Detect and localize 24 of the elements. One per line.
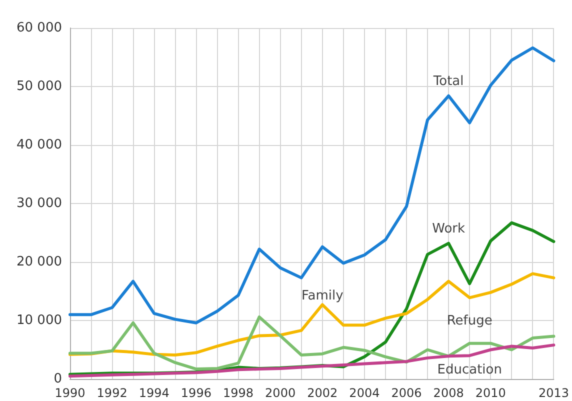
series-label: Work (432, 221, 466, 236)
y-tick-label: 50 000 (16, 79, 62, 94)
x-tick-label: 1992 (96, 386, 128, 400)
y-tick-label: 60 000 (16, 20, 62, 36)
x-tick-label: 2004 (349, 386, 380, 400)
series-label: Total (432, 74, 464, 89)
y-tick-label: 20 000 (16, 254, 62, 270)
x-tick-label: 1994 (138, 386, 170, 400)
x-tick-label: 2013 (538, 386, 570, 400)
x-tick-label: 1996 (180, 386, 212, 400)
x-tick-label: 2008 (433, 386, 464, 400)
x-tick-label: 2002 (307, 386, 338, 400)
y-tick-label: 0 (54, 372, 62, 386)
y-tick-label: 30 000 (16, 196, 62, 211)
x-tick-label: 2000 (265, 386, 296, 400)
x-tick-label: 1990 (54, 386, 86, 400)
series-label: Family (301, 288, 344, 304)
y-tick-label: 40 000 (16, 138, 62, 152)
x-tick-label: 1998 (222, 386, 254, 400)
series-label: Refuge (446, 313, 492, 328)
y-tick-label: 10 000 (16, 313, 62, 328)
x-tick-label: 2006 (391, 386, 422, 400)
x-tick-label: 2010 (475, 386, 506, 400)
series-label: Education (437, 362, 502, 378)
